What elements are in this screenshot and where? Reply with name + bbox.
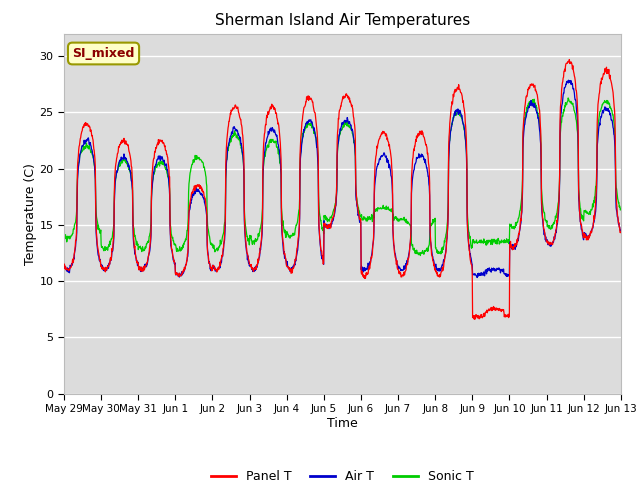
Y-axis label: Temperature (C): Temperature (C) — [24, 163, 36, 264]
X-axis label: Time: Time — [327, 417, 358, 430]
Text: SI_mixed: SI_mixed — [72, 47, 135, 60]
Legend: Panel T, Air T, Sonic T: Panel T, Air T, Sonic T — [206, 465, 479, 480]
Title: Sherman Island Air Temperatures: Sherman Island Air Temperatures — [215, 13, 470, 28]
